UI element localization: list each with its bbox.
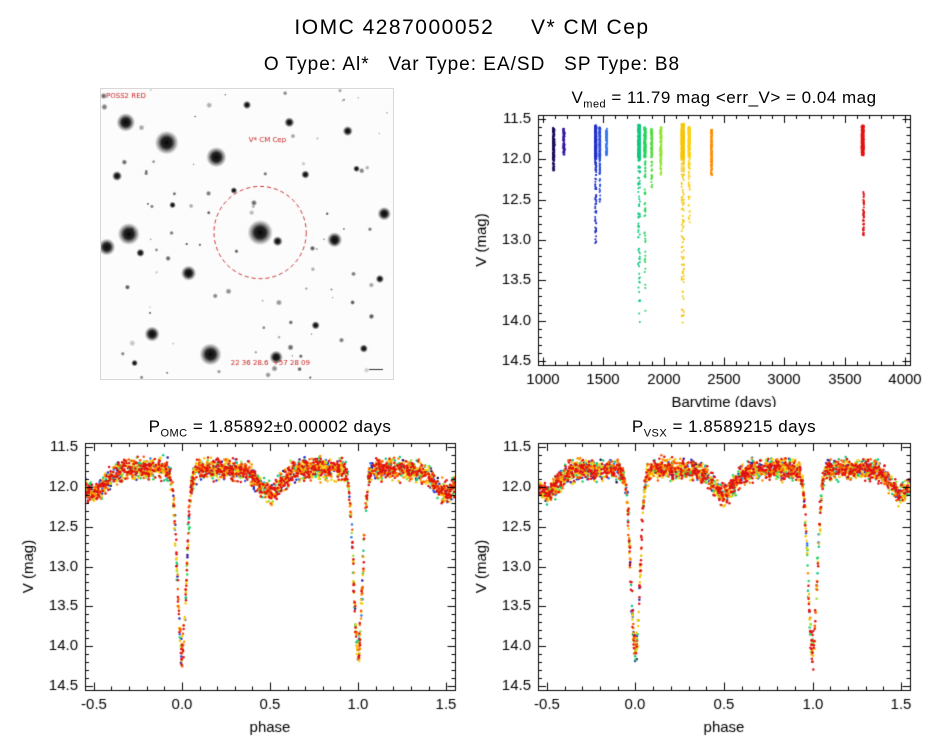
phase-folded-omc-plot (10, 413, 480, 745)
page-subtitle: O Type: Al* Var Type: EA/SD SP Type: B8 (263, 54, 681, 75)
finding-chart-image (100, 88, 394, 380)
lightcurve-barytime-plot (460, 85, 944, 407)
page-title: IOMC 4287000052 V* CM Cep (294, 16, 650, 39)
phase-folded-vsx-plot (460, 413, 944, 745)
